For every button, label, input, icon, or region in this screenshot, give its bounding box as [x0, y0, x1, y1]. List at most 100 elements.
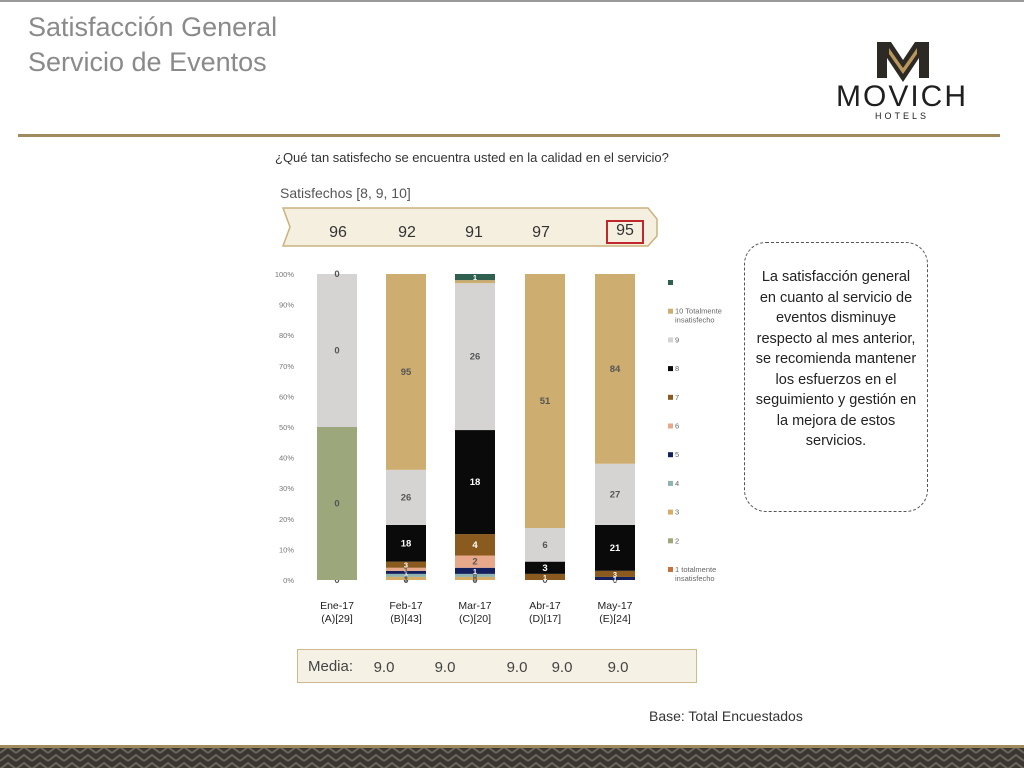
logo-sub: HOTELS [875, 111, 929, 121]
legend-label: 9 [675, 335, 679, 344]
legend-swatch [668, 509, 673, 515]
bar-segment [455, 573, 495, 577]
logo-brand: MOVICH [836, 80, 968, 113]
x-category-label: Abr-17 [529, 600, 561, 612]
bar-segment [386, 274, 426, 470]
data-label: 3 [404, 561, 408, 570]
top-border [0, 0, 1024, 2]
bar-segment [317, 274, 357, 427]
legend-swatch [668, 452, 673, 458]
bar-segment [455, 576, 495, 580]
legend-label: 2 [675, 536, 679, 545]
satisfied-label: Satisfechos [8, 9, 10] [280, 185, 411, 201]
bar-segment [595, 576, 635, 580]
data-label: 18 [401, 538, 412, 549]
bar-segment [455, 430, 495, 535]
legend-swatch [668, 567, 673, 572]
bar-segment [455, 555, 495, 568]
data-label: 0 [612, 575, 617, 586]
data-label: 2 [472, 557, 477, 568]
data-label: 4 [472, 540, 478, 551]
x-category-label: May-17 [597, 600, 632, 612]
legend-swatch [668, 308, 673, 314]
data-label: 0 [334, 499, 339, 510]
legend-swatch [668, 280, 673, 285]
base-note: Base: Total Encuestados [649, 708, 803, 724]
bar-segment [386, 469, 426, 525]
satisfied-value-feb: 92 [398, 224, 416, 241]
y-tick-label: 50% [279, 423, 294, 432]
legend-label: insatisfecho [675, 574, 715, 583]
data-label: 26 [470, 352, 481, 363]
data-label: 18 [470, 477, 481, 488]
data-label: 0 [334, 575, 339, 586]
data-label: 1 [404, 568, 408, 577]
media-value-ene: 9.0 [373, 659, 395, 676]
y-tick-label: 100% [275, 270, 295, 279]
data-label: 1 [473, 273, 477, 282]
insight-note: La satisfacción general en cuanto al ser… [744, 242, 928, 512]
satisfied-value-abr: 97 [532, 224, 550, 241]
bar-segment [455, 534, 495, 556]
legend-swatch [668, 480, 673, 486]
data-label: 0 [334, 346, 339, 357]
data-label: 1 [404, 574, 408, 583]
page-title: Satisfacción General Servicio de Eventos [28, 10, 277, 80]
data-label: 0 [403, 575, 408, 586]
media-bar [297, 649, 697, 683]
bar-segment [455, 280, 495, 284]
data-label: 0 [472, 575, 477, 586]
y-tick-label: 10% [279, 545, 294, 554]
footer-pattern [0, 745, 1024, 768]
x-category-sublabel: (C)[20] [459, 613, 491, 625]
y-tick-label: 80% [279, 331, 294, 340]
logo-mark [877, 42, 929, 82]
satisfied-value-may: 95 [616, 222, 634, 239]
legend-swatch [668, 366, 673, 372]
y-tick-label: 30% [279, 484, 294, 493]
movich-logo: MOVICH HOTELS [836, 42, 968, 121]
data-label: 3 [542, 563, 547, 574]
data-label: 1 [613, 574, 617, 583]
x-category-sublabel: (A)[29] [321, 613, 353, 625]
data-label: 0 [542, 575, 547, 586]
data-label: 95 [401, 367, 412, 378]
x-category-label: Mar-17 [458, 600, 491, 612]
bar-segment [595, 463, 635, 525]
x-category-sublabel: (E)[24] [599, 613, 631, 625]
legend-label: 3 [675, 508, 679, 517]
legend-label: 10 Totalmente [675, 307, 722, 316]
data-label: 26 [401, 492, 412, 503]
data-label: 1 [404, 565, 408, 574]
data-label: 1 [543, 573, 547, 582]
legend-label: 4 [675, 479, 679, 488]
legend-label: 1 totalmente [675, 565, 716, 574]
media-label: Media: [308, 658, 354, 675]
satisfied-value-mar: 91 [465, 224, 483, 241]
bar-segment [595, 570, 635, 577]
data-label: 6 [542, 540, 547, 551]
bar-segment [525, 561, 565, 574]
legend-swatch [668, 423, 673, 429]
bar-segment [525, 527, 565, 562]
legend-swatch [668, 394, 673, 400]
header-divider [18, 134, 1000, 137]
legend-label: 6 [675, 422, 679, 431]
data-label: 21 [610, 543, 621, 554]
data-label: 1 [404, 571, 408, 580]
y-tick-label: 40% [279, 454, 294, 463]
media-value-abr: 9.0 [551, 659, 573, 676]
bar-segment [525, 274, 565, 528]
bar-segment [386, 567, 426, 571]
data-label: 3 [613, 570, 617, 579]
data-label: 0 [473, 574, 477, 583]
data-label: 1 [473, 567, 477, 576]
bar-segment [386, 561, 426, 568]
bar-segment [595, 274, 635, 464]
bar-segment [525, 573, 565, 580]
data-label: 27 [610, 489, 621, 500]
bar-segment [455, 274, 495, 281]
bar-segment [386, 570, 426, 574]
y-tick-label: 70% [279, 362, 294, 371]
title-line-2: Servicio de Eventos [28, 47, 267, 77]
